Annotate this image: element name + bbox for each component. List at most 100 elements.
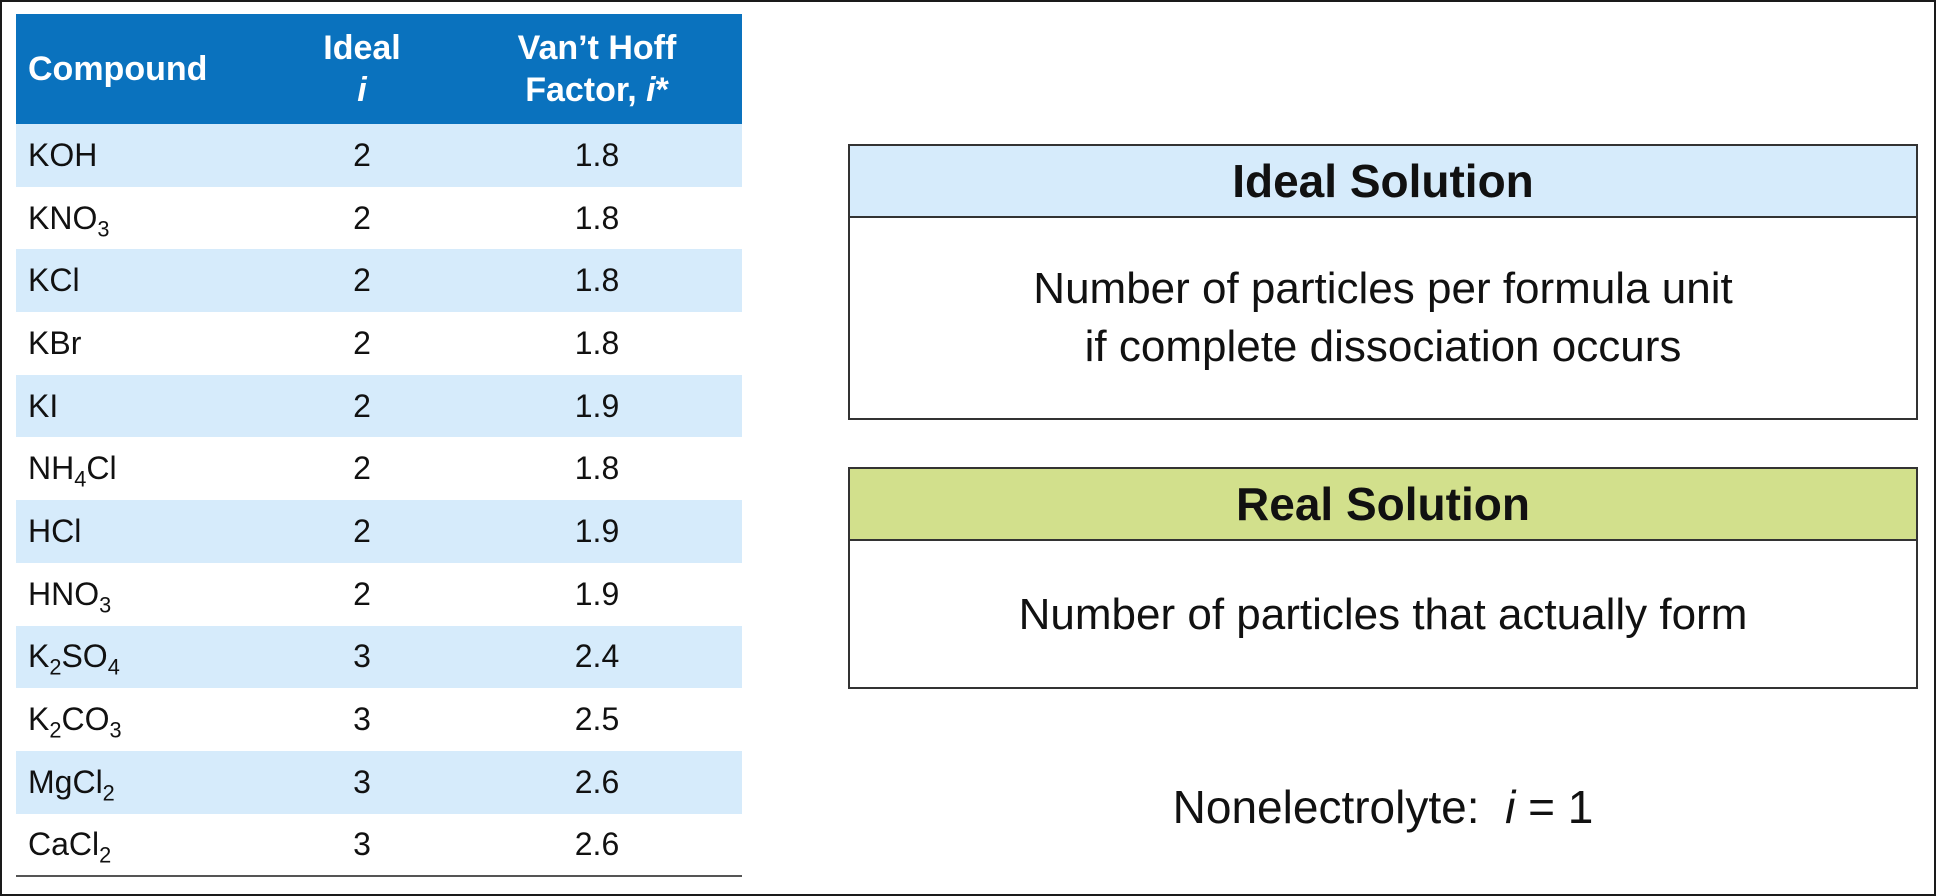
- ideal-solution-description: Number of particles per formula unit if …: [850, 218, 1916, 418]
- real-solution-title: Real Solution: [850, 469, 1916, 541]
- formula-subscript: 4: [107, 654, 120, 680]
- table-row: KNO3 2 1.8: [16, 186, 742, 250]
- formula-subscript: 3: [109, 717, 122, 743]
- header-vh-var: i: [646, 71, 656, 109]
- compound-cell: KNO3: [16, 186, 272, 250]
- table-row: MgCl2 3 2.6: [16, 750, 742, 814]
- table-row: HCl 2 1.9: [16, 500, 742, 563]
- nonelectrolyte-var: i: [1505, 781, 1516, 833]
- formula-text: MgCl: [28, 763, 103, 800]
- formula-text: KI: [28, 387, 59, 424]
- real-solution-box: Real Solution Number of particles that a…: [848, 467, 1918, 689]
- real-solution-text: Number of particles that actually form: [1018, 590, 1748, 639]
- vant-hoff-factor-cell: 2.6: [452, 750, 742, 814]
- formula-text: CO: [61, 701, 110, 738]
- table-row: K2SO4 3 2.4: [16, 625, 742, 689]
- formula-text: KBr: [28, 324, 82, 361]
- header-vh-prefix: Factor,: [525, 71, 647, 109]
- formula-subscript: 2: [102, 780, 115, 806]
- formula-subscript: 2: [49, 654, 62, 680]
- header-vh-line1: Van’t Hoff: [517, 29, 677, 67]
- vant-hoff-factor-cell: 2.4: [452, 625, 742, 689]
- header-ideal-line2: i: [357, 71, 367, 109]
- compound-cell: KCl: [16, 249, 272, 313]
- formula-subscript: 4: [74, 466, 87, 492]
- real-solution-description: Number of particles that actually form: [850, 541, 1916, 689]
- vant-hoff-factor-cell: 2.5: [452, 688, 742, 751]
- ideal-i-cell: 3: [272, 688, 452, 751]
- header-vant-hoff-factor: Van’t Hoff Factor, i*: [452, 14, 742, 124]
- vant-hoff-factor-cell: 1.8: [452, 312, 742, 375]
- ideal-solution-line1: Number of particles per formula unit: [1033, 264, 1733, 313]
- ideal-solution-box: Ideal Solution Number of particles per f…: [848, 144, 1918, 420]
- table-body: KOH 2 1.8 KNO3 2 1.8 KCl 2 1.8 KBr 2 1.8 KI 2 1.9 NH4Cl…: [16, 124, 742, 878]
- ideal-i-cell: 3: [272, 750, 452, 814]
- vant-hoff-factor-cell: 2.6: [452, 813, 742, 878]
- vant-hoff-factor-cell: 1.8: [452, 186, 742, 250]
- compound-cell: HNO3: [16, 562, 272, 626]
- compound-cell: KBr: [16, 312, 272, 375]
- formula-text: HCl: [28, 512, 82, 549]
- compound-cell: KOH: [16, 124, 272, 187]
- vant-hoff-factor-cell: 1.9: [452, 500, 742, 563]
- table-header-row: Compound Ideal i Van’t Hoff Factor, i*: [16, 14, 742, 124]
- vant-hoff-factor-cell: 1.8: [452, 437, 742, 501]
- table-row: KCl 2 1.8: [16, 249, 742, 313]
- formula-text: K: [28, 638, 50, 675]
- compound-cell: HCl: [16, 500, 272, 563]
- table-row: KBr 2 1.8: [16, 312, 742, 375]
- ideal-i-cell: 2: [272, 249, 452, 313]
- table-row: K2CO3 3 2.5: [16, 688, 742, 751]
- compound-cell: NH4Cl: [16, 437, 272, 501]
- nonelectrolyte-prefix: Nonelectrolyte:: [1172, 781, 1506, 833]
- formula-text: HNO: [28, 575, 100, 612]
- nonelectrolyte-suffix: = 1: [1515, 781, 1594, 833]
- formula-text: K: [28, 701, 50, 738]
- ideal-i-cell: 2: [272, 186, 452, 250]
- formula-text: CaCl: [28, 825, 100, 862]
- formula-text: NH: [28, 450, 75, 487]
- ideal-i-cell: 2: [272, 312, 452, 375]
- header-vh-suffix: *: [655, 71, 669, 109]
- header-ideal-line1: Ideal: [323, 29, 401, 67]
- formula-text: KOH: [28, 136, 98, 173]
- ideal-i-cell: 2: [272, 500, 452, 563]
- compound-cell: KI: [16, 374, 272, 438]
- table-row: NH4Cl 2 1.8: [16, 437, 742, 501]
- compound-cell: K2SO4: [16, 625, 272, 689]
- nonelectrolyte-note: Nonelectrolyte: i = 1: [848, 780, 1918, 834]
- vant-hoff-factor-cell: 1.8: [452, 249, 742, 313]
- ideal-solution-title: Ideal Solution: [850, 146, 1916, 218]
- formula-subscript: 2: [49, 717, 62, 743]
- ideal-i-cell: 3: [272, 625, 452, 689]
- header-compound: Compound: [16, 14, 272, 124]
- compound-cell: K2CO3: [16, 688, 272, 751]
- formula-text: KCl: [28, 262, 80, 299]
- ideal-i-cell: 2: [272, 562, 452, 626]
- ideal-i-cell: 2: [272, 437, 452, 501]
- table-row: KI 2 1.9: [16, 374, 742, 438]
- formula-text: SO: [61, 638, 108, 675]
- ideal-i-cell: 2: [272, 374, 452, 438]
- table-row: KOH 2 1.8: [16, 124, 742, 187]
- header-vh-line2: Factor, i*: [452, 69, 742, 111]
- compound-cell: MgCl2: [16, 750, 272, 814]
- ideal-solution-line2: if complete dissociation occurs: [1084, 322, 1682, 371]
- formula-subscript: 2: [99, 842, 112, 868]
- vant-hoff-factor-cell: 1.9: [452, 562, 742, 626]
- formula-subscript: 3: [99, 592, 112, 618]
- vant-hoff-table: Compound Ideal i Van’t Hoff Factor, i* K…: [16, 14, 742, 878]
- ideal-i-cell: 3: [272, 813, 452, 878]
- formula-text: Cl: [86, 450, 117, 487]
- ideal-i-cell: 2: [272, 124, 452, 187]
- vant-hoff-factor-cell: 1.9: [452, 374, 742, 438]
- formula-text: KNO: [28, 199, 98, 236]
- table-row: CaCl2 3 2.6: [16, 813, 742, 878]
- header-compound-label: Compound: [28, 50, 208, 88]
- compound-cell: CaCl2: [16, 813, 272, 878]
- formula-subscript: 3: [97, 216, 110, 242]
- table-row: HNO3 2 1.9: [16, 562, 742, 626]
- header-ideal-i: Ideal i: [272, 14, 452, 124]
- vant-hoff-factor-cell: 1.8: [452, 124, 742, 187]
